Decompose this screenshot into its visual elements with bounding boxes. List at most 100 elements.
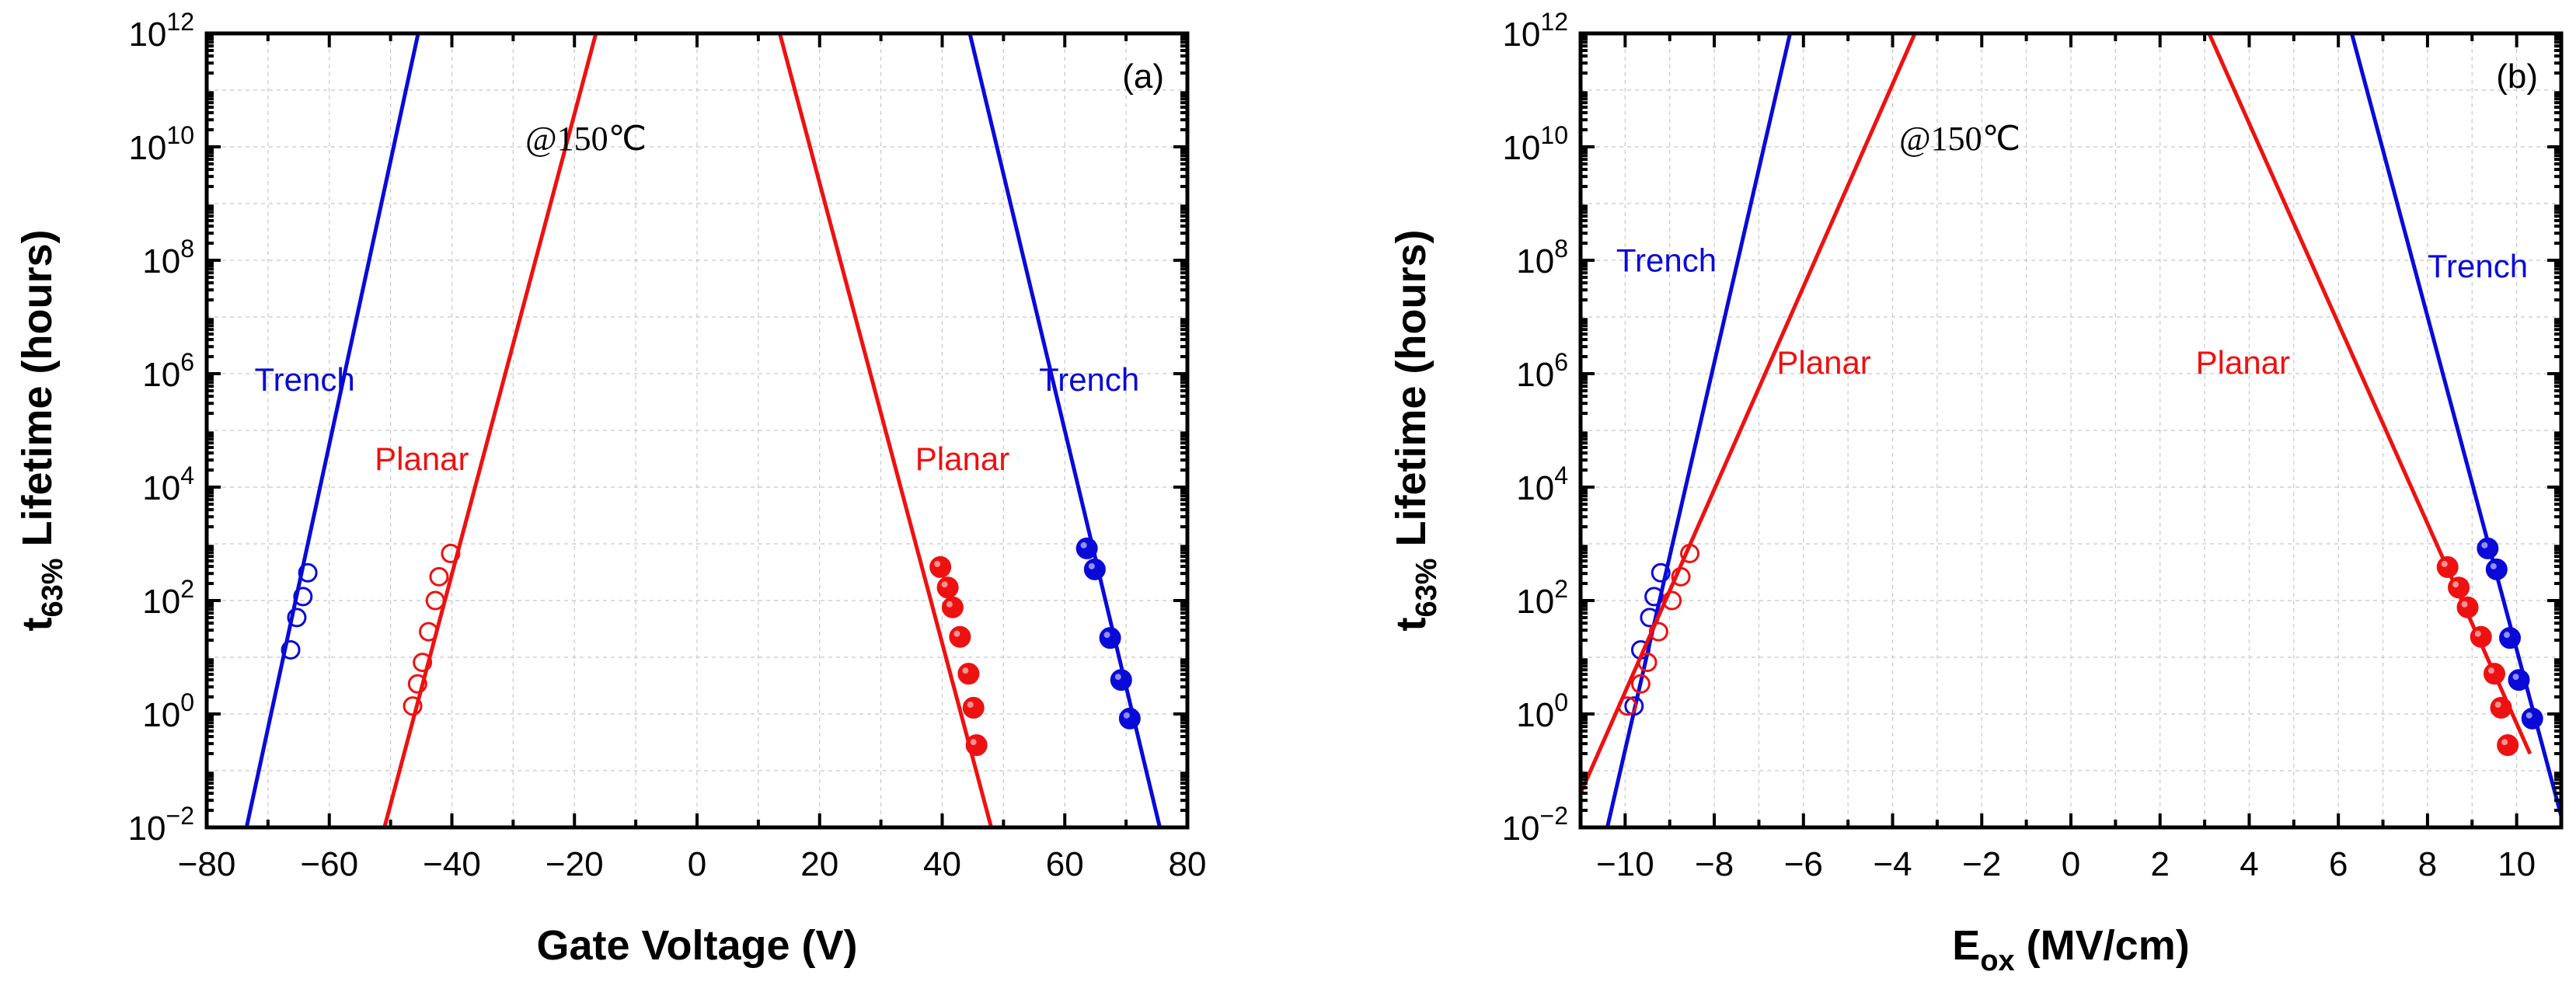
- data-point: [1651, 562, 1671, 583]
- y-tick-label: 10−2: [1502, 802, 1568, 848]
- data-point: [2483, 663, 2505, 685]
- data-point-highlight: [967, 701, 974, 708]
- data-point-highlight: [934, 560, 941, 567]
- series-label-trench: Trench: [1616, 242, 1717, 279]
- series-label-planar: Planar: [915, 441, 1009, 477]
- x-axis-title-rest: (MV/cm): [2015, 922, 2190, 969]
- grid: [207, 33, 1187, 827]
- data-point: [441, 543, 461, 563]
- y-tick-exponent: 12: [1540, 8, 1568, 36]
- y-tick-label: 104: [1516, 461, 1568, 507]
- fit-line: [778, 33, 994, 827]
- series-trench-filled: [967, 33, 1162, 827]
- y-tick-exponent: 0: [1554, 688, 1568, 716]
- x-tick-label: −8: [1695, 845, 1734, 883]
- x-tick-label: −10: [1596, 845, 1654, 883]
- x-tick-label: −20: [546, 845, 604, 883]
- y-tick-label: 102: [1516, 575, 1568, 621]
- data-point: [2448, 576, 2470, 599]
- x-tick-label: 0: [688, 845, 706, 883]
- y-tick-exponent: −2: [1540, 802, 1568, 830]
- y-tick-base: 10: [1516, 356, 1554, 394]
- data-point: [1110, 669, 1132, 691]
- data-point: [2477, 537, 2499, 559]
- y-tick-base: 10: [1502, 16, 1540, 54]
- x-ticks: [205, 33, 1189, 827]
- y-tick-label: 106: [1516, 348, 1568, 394]
- data-point: [1617, 696, 1637, 716]
- fit-line: [1581, 33, 1917, 795]
- data-point-highlight: [941, 581, 948, 588]
- data-point-highlight: [2512, 674, 2519, 681]
- data-point-highlight: [1123, 712, 1130, 719]
- series-label-trench: Trench: [2428, 248, 2528, 284]
- data-point-highlight: [1114, 674, 1121, 681]
- y-tick-base: 10: [142, 242, 180, 280]
- data-point: [929, 555, 952, 578]
- x-axis-title-sub: ox: [1980, 945, 2014, 977]
- y-tick-base: 10: [128, 16, 166, 54]
- y-axis-title-rest: Lifetime (hours): [1388, 229, 1434, 558]
- data-point-highlight: [962, 667, 969, 674]
- x-tick-label: −2: [1962, 845, 2001, 883]
- y-tick-label: 104: [142, 461, 194, 507]
- temperature-annotation: @150℃: [1899, 120, 2020, 158]
- data-point: [2456, 596, 2479, 618]
- data-point: [287, 608, 307, 628]
- x-axis-title: Gate Voltage (V): [536, 922, 857, 969]
- data-point: [281, 640, 301, 660]
- data-point: [1099, 627, 1121, 649]
- x-tick-label: 4: [2240, 845, 2258, 883]
- data-point-highlight: [953, 630, 960, 637]
- y-tick-base: 10: [1516, 696, 1554, 734]
- data-point: [2490, 696, 2512, 719]
- x-tick-label: −40: [423, 845, 481, 883]
- data-point: [1662, 590, 1682, 611]
- y-tick-exponent: 6: [180, 348, 194, 376]
- series-label-planar: Planar: [2196, 344, 2290, 381]
- y-tick-exponent: 6: [1554, 348, 1568, 376]
- panel-b: −10 −8 −6 −4 −2 0 2 4 6 8 1010−2100102104106108101…: [1388, 8, 2564, 977]
- data-point-highlight: [2525, 712, 2532, 719]
- y-tick-base: 10: [128, 810, 166, 848]
- series-label-trench: Trench: [255, 361, 355, 398]
- x-tick-label: −4: [1873, 845, 1912, 883]
- data-point-highlight: [2481, 541, 2488, 548]
- y-tick-label: 1012: [1502, 8, 1568, 54]
- y-tick-base: 10: [142, 356, 180, 394]
- plot-area: [244, 33, 1162, 827]
- data-point: [407, 674, 427, 694]
- panel-a: −80 −60 −40 −20 0 20 40 60 8010−2100102104106108…: [14, 8, 1206, 969]
- x-tick-label: 0: [2062, 845, 2080, 883]
- data-point: [962, 696, 985, 719]
- panel-label: (b): [2496, 57, 2538, 96]
- x-tick-label: 10: [2498, 845, 2536, 883]
- data-point: [2508, 669, 2530, 691]
- data-point: [2499, 627, 2522, 649]
- data-point: [1075, 537, 1098, 559]
- y-tick-exponent: 12: [166, 8, 194, 36]
- data-point: [949, 625, 971, 648]
- series-trench-filled: [2349, 33, 2561, 817]
- series-planar-open: [1581, 33, 1917, 795]
- series-trench-open: [244, 33, 420, 827]
- data-point-highlight: [2474, 630, 2481, 637]
- data-point: [1624, 696, 1644, 716]
- y-tick-label: 102: [142, 575, 194, 621]
- data-point: [2436, 555, 2459, 578]
- data-point-highlight: [2504, 632, 2511, 639]
- data-point: [957, 663, 980, 685]
- y-tick-exponent: 4: [180, 461, 194, 489]
- y-axis-title-main: t: [14, 618, 61, 632]
- y-tick-exponent: 0: [180, 688, 194, 716]
- y-tick-exponent: 8: [1554, 235, 1568, 263]
- data-point: [293, 587, 313, 607]
- x-tick-label: 80: [1169, 845, 1207, 883]
- series-label-planar: Planar: [375, 441, 469, 477]
- data-point: [2470, 625, 2492, 648]
- series-label-planar: Planar: [1776, 344, 1870, 381]
- x-tick-label: 60: [1046, 845, 1084, 883]
- data-point-highlight: [1103, 632, 1110, 639]
- y-tick-base: 10: [142, 469, 180, 507]
- y-ticks: [1581, 32, 2561, 829]
